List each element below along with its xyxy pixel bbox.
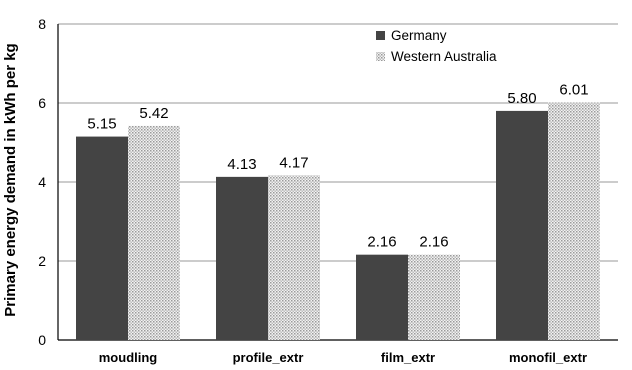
plot-area: 0 2 4 6 8 5.15 5.42 moudling 4.13 4.17 profile_ext… (38, 16, 618, 365)
bar-germany (216, 176, 268, 340)
x-tick-label: moudling (99, 350, 158, 365)
y-tick-label: 6 (38, 95, 46, 111)
data-label: 5.15 (87, 116, 116, 133)
y-tick-label: 2 (38, 253, 46, 269)
y-axis-title: Primary energy demand in kWh per kg (2, 43, 19, 316)
legend-swatch-germany (376, 31, 385, 40)
data-label: 6.01 (559, 82, 588, 99)
data-label: 4.17 (279, 154, 308, 171)
bar-germany (356, 254, 408, 340)
x-tick-label: profile_extr (233, 350, 304, 365)
legend-swatch-western-australia (376, 52, 385, 61)
data-label: 5.42 (139, 105, 168, 122)
data-label: 2.16 (419, 234, 448, 251)
bar-western-australia (408, 254, 460, 340)
data-label: 4.13 (227, 156, 256, 173)
x-tick-label: monofil_extr (509, 350, 587, 365)
y-tick-label: 4 (38, 174, 46, 190)
data-label: 2.16 (367, 234, 396, 251)
x-tick-label: film_extr (381, 350, 435, 365)
bar-germany (496, 110, 548, 341)
y-tick-label: 0 (38, 332, 46, 348)
bar-western-australia (268, 175, 320, 340)
bar-western-australia (128, 125, 180, 340)
legend-label: Germany (391, 28, 447, 43)
bar-western-australia (548, 102, 600, 340)
legend: Germany Western Australia (376, 28, 497, 64)
bar-germany (76, 136, 128, 340)
data-label: 5.80 (507, 90, 536, 107)
y-tick-label: 8 (38, 16, 46, 32)
legend-label: Western Australia (391, 49, 497, 64)
